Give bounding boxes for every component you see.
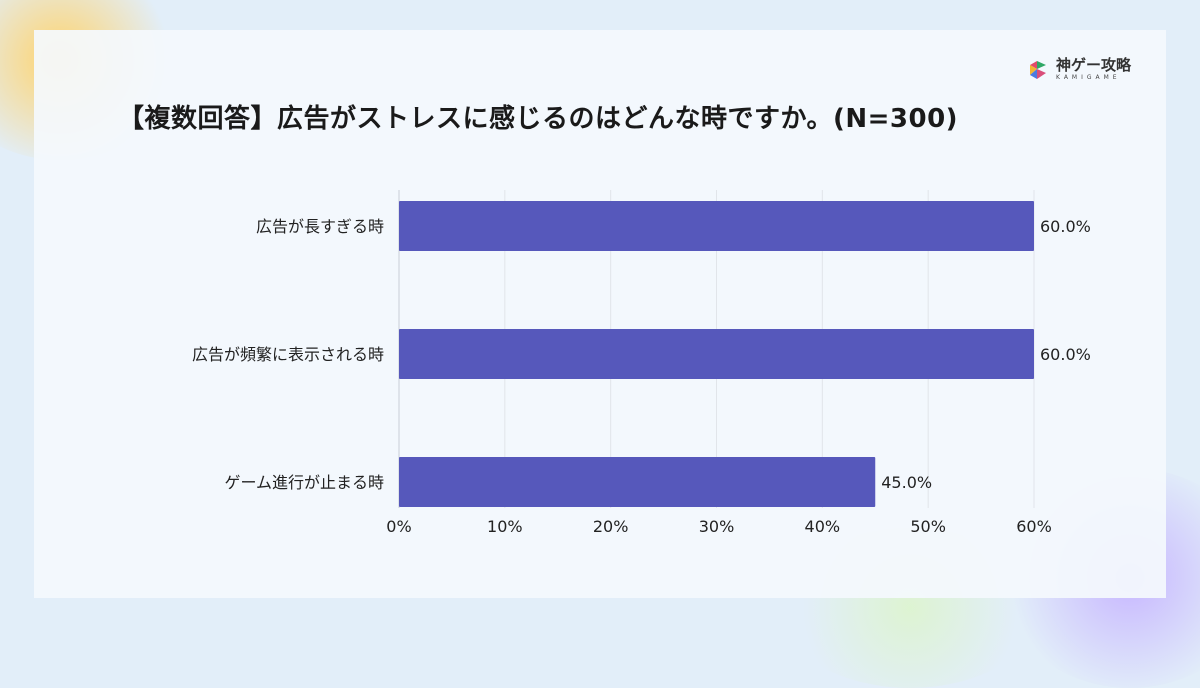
x-tick-label: 10% [487,517,523,536]
logo-name: 神ゲー攻略 [1056,56,1132,74]
bar [399,329,1034,379]
chart-title: 【複数回答】広告がストレスに感じるのはどんな時ですか。(N=300) [118,104,959,134]
logo: 神ゲー攻略 KAMIGAME [1030,58,1131,81]
x-tick-label: 50% [910,517,946,536]
data-label: 60.0% [1040,345,1091,364]
category-label: 広告が頻繁に表示される時 [192,345,384,364]
bar-chart: 0% 10% 20% 30% 40% 50% 60% 広告が長すぎる時 60.0% 広告が頻繁に表… [192,190,1091,536]
data-label: 60.0% [1040,217,1091,236]
x-tick-label: 0% [386,517,411,536]
category-label: 広告が長すぎる時 [256,217,384,236]
bar [399,201,1034,251]
x-tick-label: 60% [1016,517,1052,536]
x-tick-label: 40% [805,517,841,536]
category-label: ゲーム進行が止まる時 [224,473,384,492]
bar [399,457,876,507]
logo-subname: KAMIGAME [1056,74,1121,81]
data-label: 45.0% [881,473,932,492]
x-tick-label: 30% [699,517,735,536]
logo-icon [1030,60,1046,79]
x-tick-label: 20% [593,517,629,536]
